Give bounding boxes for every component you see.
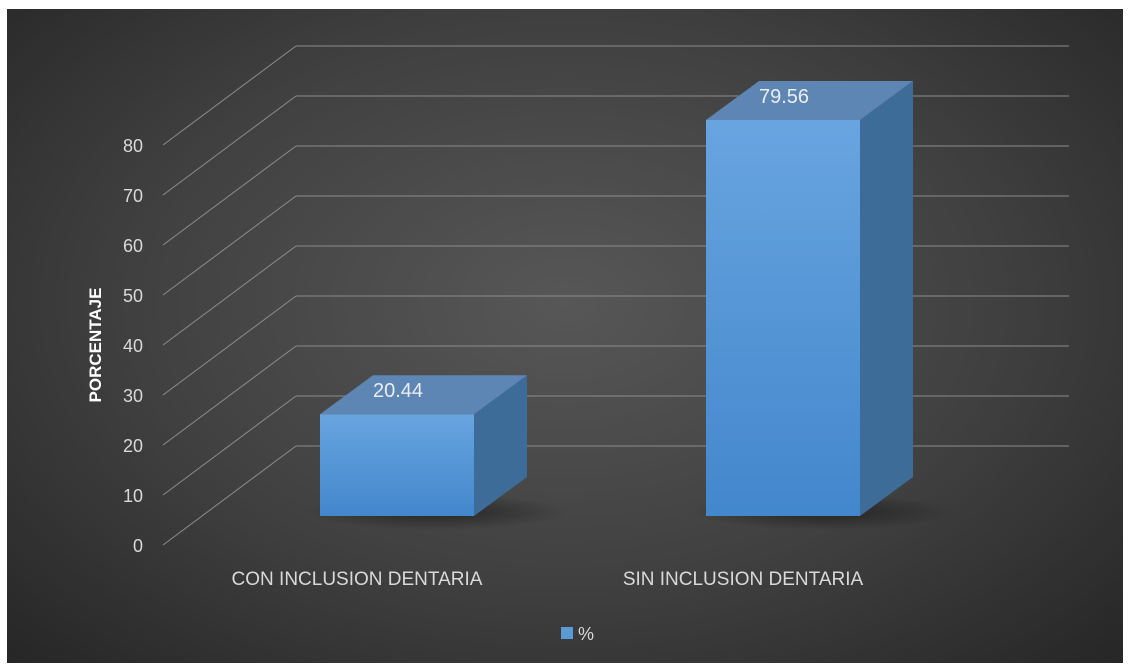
- y-tick-label-40: 40: [123, 336, 143, 356]
- y-tick-label-60: 60: [123, 236, 143, 256]
- data-label-1: 79.56: [759, 86, 809, 108]
- bars: [306, 81, 954, 530]
- y-tick-label-30: 30: [123, 386, 143, 406]
- bar-side-1: [860, 81, 913, 516]
- y-axis-ticks: 0 10 20 30 40 50 60 70 80: [123, 136, 143, 556]
- legend-label: %: [578, 624, 594, 644]
- y-tick-label-20: 20: [123, 436, 143, 456]
- gridline-side-80: [162, 45, 297, 146]
- bar-top-0: [320, 375, 527, 415]
- legend-swatch: [561, 627, 573, 639]
- y-tick-label-0: 0: [133, 536, 143, 556]
- y-tick-label-70: 70: [123, 186, 143, 206]
- labels: PORCENTAJE CON INCLUSION DENTARIA SIN IN…: [86, 86, 863, 644]
- gridline-side-20: [162, 345, 297, 446]
- gridline-side-50: [162, 195, 297, 296]
- category-label-1: SIN INCLUSION DENTARIA: [623, 569, 864, 590]
- gridline-side-60: [162, 145, 297, 246]
- gridlines: [162, 45, 1069, 546]
- y-tick-label-10: 10: [123, 486, 143, 506]
- chart-area: [7, 9, 1123, 663]
- category-label-0: CON INCLUSION DENTARIA: [232, 569, 483, 590]
- gridline-side-40: [162, 245, 297, 346]
- data-label-0: 20.44: [373, 380, 423, 402]
- y-tick-label-50: 50: [123, 286, 143, 306]
- gridline-side-30: [162, 295, 297, 396]
- gridline-side-0: [162, 445, 297, 546]
- y-tick-label-80: 80: [123, 136, 143, 156]
- bar-front-0: [320, 414, 474, 516]
- bar-side-0: [474, 375, 527, 516]
- y-axis-title: PORCENTAJE: [86, 288, 105, 403]
- bar-top-1: [706, 81, 913, 120]
- gridline-side-10: [162, 395, 297, 496]
- bar-front-1: [706, 120, 860, 516]
- gridline-side-70: [162, 95, 297, 196]
